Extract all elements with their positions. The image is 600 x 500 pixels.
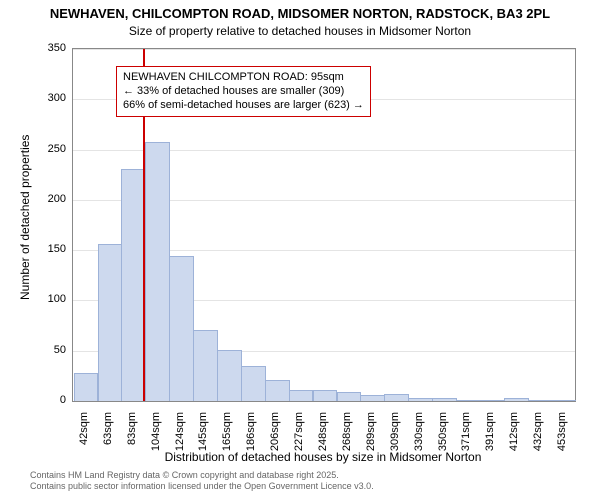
y-axis-label: Number of detached properties	[18, 135, 32, 300]
histogram-bar	[265, 380, 290, 401]
x-tick-label: 350sqm	[437, 412, 449, 452]
histogram-bar	[289, 390, 314, 401]
y-tick-label: 250	[16, 143, 66, 155]
chart-title-line1: NEWHAVEN, CHILCOMPTON ROAD, MIDSOMER NOR…	[0, 6, 600, 21]
x-tick-label: 227sqm	[293, 412, 305, 452]
x-tick-label: 104sqm	[150, 412, 162, 452]
histogram-bar	[360, 395, 385, 401]
histogram-bar	[98, 244, 123, 401]
x-tick-label: 453sqm	[556, 412, 568, 452]
footer-line2: Contains public sector information licen…	[30, 481, 374, 492]
y-tick-label: 350	[16, 42, 66, 54]
histogram-bar	[241, 366, 266, 401]
footer-credits: Contains HM Land Registry data © Crown c…	[30, 470, 374, 492]
histogram-bar	[408, 398, 433, 401]
y-tick-label: 300	[16, 92, 66, 104]
x-tick-label: 248sqm	[317, 412, 329, 452]
footer-line1: Contains HM Land Registry data © Crown c…	[30, 470, 374, 481]
x-tick-label: 330sqm	[413, 412, 425, 452]
annotation-line3: 66% of semi-detached houses are larger (…	[123, 99, 364, 113]
x-tick-label: 63sqm	[102, 412, 114, 452]
x-tick-label: 124sqm	[174, 412, 186, 452]
histogram-bar	[145, 142, 170, 401]
x-tick-label: 309sqm	[389, 412, 401, 452]
histogram-bar	[552, 400, 577, 401]
histogram-bar	[217, 350, 242, 401]
y-tick-label: 0	[16, 394, 66, 406]
x-tick-label: 371sqm	[460, 412, 472, 452]
x-tick-label: 289sqm	[365, 412, 377, 452]
x-tick-label: 165sqm	[221, 412, 233, 452]
histogram-bar	[480, 400, 505, 401]
histogram-bar	[528, 400, 553, 401]
x-tick-label: 83sqm	[126, 412, 138, 452]
histogram-bar	[337, 392, 362, 401]
histogram-bar	[193, 330, 218, 401]
annotation-box: NEWHAVEN CHILCOMPTON ROAD: 95sqm ← 33% o…	[116, 66, 371, 117]
x-tick-label: 432sqm	[532, 412, 544, 452]
histogram-bar	[384, 394, 409, 401]
annotation-line1: NEWHAVEN CHILCOMPTON ROAD: 95sqm	[123, 71, 364, 85]
chart-container: NEWHAVEN, CHILCOMPTON ROAD, MIDSOMER NOR…	[0, 0, 600, 500]
y-tick-label: 200	[16, 193, 66, 205]
x-tick-label: 412sqm	[508, 412, 520, 452]
histogram-bar	[504, 398, 529, 401]
histogram-bar	[456, 400, 481, 401]
x-tick-label: 42sqm	[78, 412, 90, 452]
histogram-bar	[432, 398, 457, 401]
x-tick-label: 391sqm	[484, 412, 496, 452]
x-axis-label: Distribution of detached houses by size …	[72, 450, 574, 464]
annotation-line2: ← 33% of detached houses are smaller (30…	[123, 85, 364, 99]
x-tick-label: 268sqm	[341, 412, 353, 452]
y-tick-label: 100	[16, 293, 66, 305]
y-tick-label: 50	[16, 344, 66, 356]
gridline-h	[73, 49, 575, 50]
x-tick-label: 206sqm	[269, 412, 281, 452]
x-tick-label: 186sqm	[245, 412, 257, 452]
x-tick-label: 145sqm	[197, 412, 209, 452]
histogram-bar	[169, 256, 194, 401]
histogram-bar	[74, 373, 99, 401]
y-tick-label: 150	[16, 243, 66, 255]
chart-title-line2: Size of property relative to detached ho…	[0, 24, 600, 38]
histogram-bar	[313, 390, 338, 401]
